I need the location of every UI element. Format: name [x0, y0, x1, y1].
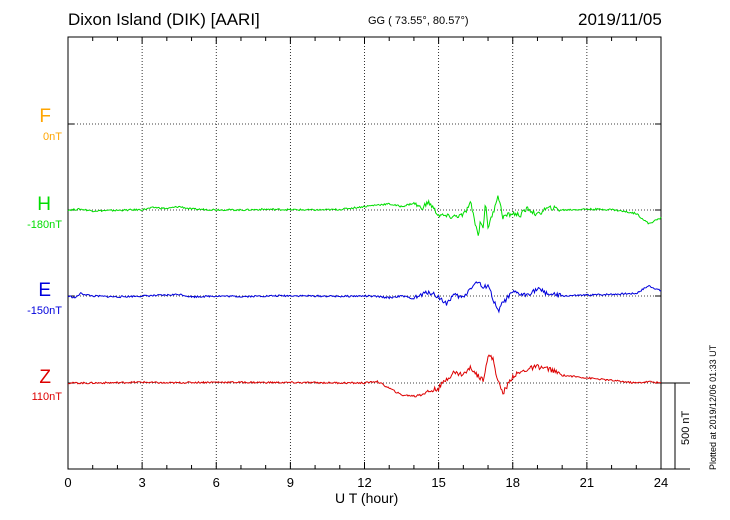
station-title: Dixon Island (DIK) [AARI] — [68, 10, 260, 29]
series-line-z — [67, 354, 662, 398]
x-tick-label: 6 — [213, 475, 220, 490]
x-tick-label: 0 — [64, 475, 71, 490]
x-tick-label: 9 — [287, 475, 294, 490]
series-line-h — [67, 195, 662, 236]
x-tick-label: 12 — [357, 475, 371, 490]
x-tick-label: 21 — [580, 475, 594, 490]
x-tick-label: 15 — [431, 475, 445, 490]
geo-coordinates: GG ( 73.55°, 80.57°) — [368, 15, 469, 27]
series-baseline-f: 0nT — [43, 131, 62, 143]
x-tick-label: 3 — [139, 475, 146, 490]
scale-bar-label: 500 nT — [680, 410, 692, 445]
series-label-z: Z — [39, 367, 51, 388]
series-baseline-h: -180nT — [27, 219, 62, 231]
series-baseline-z: 110nT — [31, 391, 62, 403]
series-label-h: H — [37, 194, 51, 215]
series-label-f: F — [39, 106, 51, 127]
chart-date: 2019/11/05 — [578, 10, 662, 29]
series-label-e: E — [38, 280, 51, 301]
x-tick-label: 24 — [654, 475, 668, 490]
plotted-timestamp: Plotted at 2019/12/06 01:33 UT — [708, 344, 718, 470]
x-axis-label: U T (hour) — [335, 490, 399, 506]
x-tick-label: 18 — [506, 475, 520, 490]
series-line-e — [67, 281, 662, 314]
series-baseline-e: -150nT — [27, 305, 62, 317]
